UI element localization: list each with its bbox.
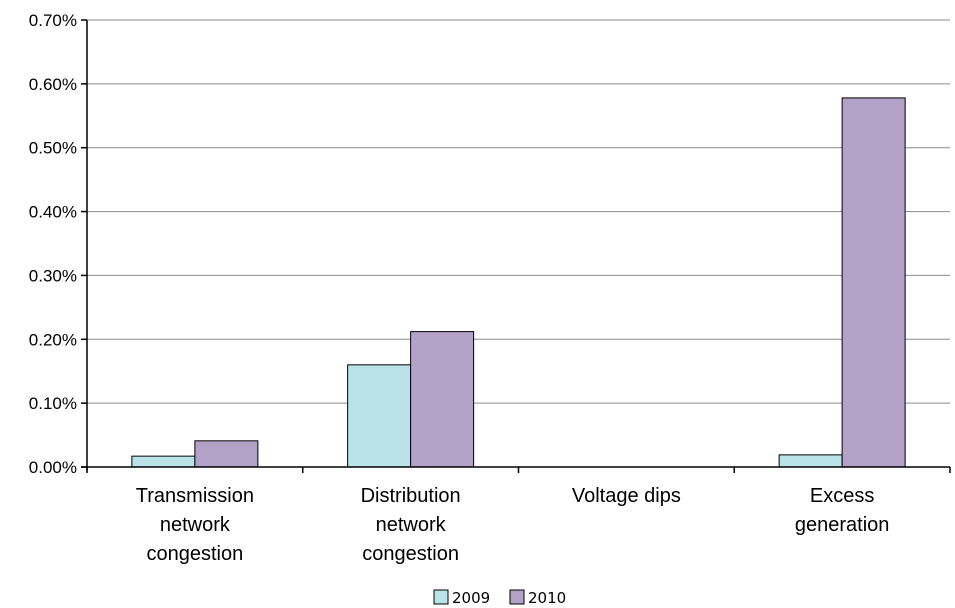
- y-tick-label: 0.60%: [29, 75, 77, 94]
- category-label: Voltage dips: [572, 485, 681, 507]
- category-label-line: network: [376, 514, 447, 536]
- bar-2010: [841, 97, 906, 468]
- legend-swatch-2009: [433, 589, 449, 605]
- legend-label-2009: 2009: [452, 589, 490, 607]
- bar-2010: [410, 331, 475, 468]
- y-tick-label: 0.70%: [29, 11, 77, 30]
- x-axis-category-labels: Transmission network congestionDistributio…: [136, 485, 890, 565]
- x-axis-tick-marks: [86, 467, 951, 473]
- y-tick-label: 0.40%: [29, 203, 77, 222]
- legend-label-2010: 2010: [528, 589, 566, 607]
- category-label: Distribution network congestion: [361, 485, 461, 565]
- legend: 2009 2010: [433, 589, 566, 607]
- category-label-line: Excess: [810, 485, 874, 507]
- category-label-line: Transmission: [136, 485, 254, 507]
- category-label-line: generation: [795, 514, 890, 536]
- y-tick-label: 0.50%: [29, 139, 77, 158]
- y-tick-label: 0.10%: [29, 394, 77, 413]
- bars: [131, 97, 906, 468]
- category-label-line: Distribution: [361, 485, 461, 507]
- y-tick-label: 0.00%: [29, 458, 77, 477]
- bar-2009: [778, 454, 843, 468]
- category-label: Excess generation: [795, 485, 890, 536]
- category-label: Transmission network congestion: [136, 485, 254, 565]
- gridlines: [87, 19, 950, 404]
- category-label-line: Voltage dips: [572, 485, 681, 507]
- legend-swatch-2010: [509, 589, 525, 605]
- y-axis-tick-labels: 0.00% 0.10% 0.20% 0.30% 0.40% 0.50% 0.60% 0.70%: [29, 11, 87, 477]
- category-label-line: congestion: [147, 543, 244, 565]
- y-tick-label: 0.30%: [29, 266, 77, 285]
- bar-2009: [347, 364, 412, 468]
- category-label-line: network: [160, 514, 231, 536]
- y-tick-label: 0.20%: [29, 330, 77, 349]
- bar-2009: [131, 455, 196, 468]
- bar-2010: [194, 440, 259, 468]
- category-label-line: congestion: [362, 543, 459, 565]
